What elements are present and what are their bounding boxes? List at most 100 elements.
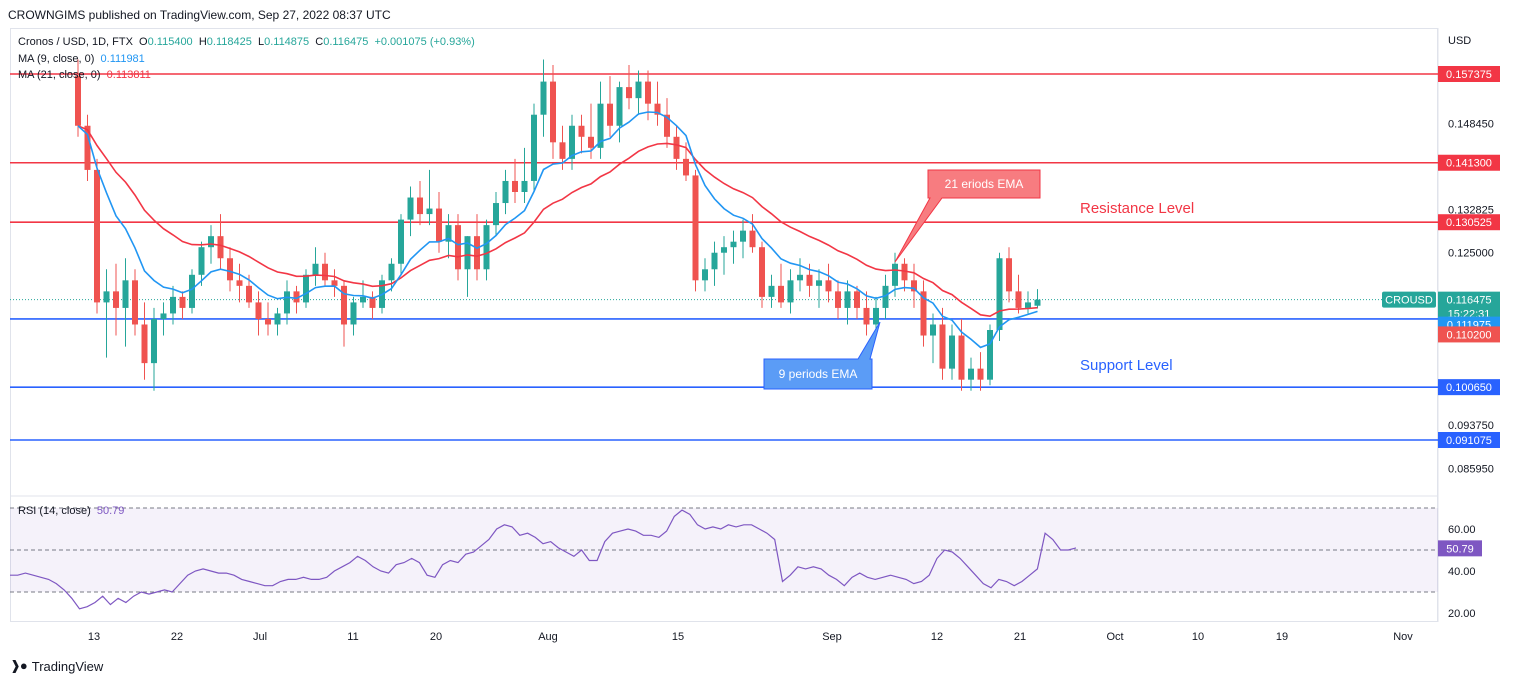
candle-body-63 (673, 136, 680, 159)
rsi-value-tag (1438, 540, 1482, 557)
legend-symbol: Cronos / USD, 1D, FTX (18, 36, 133, 48)
candle-body-75 (787, 280, 794, 303)
candle-body-44 (493, 203, 499, 226)
candle-body-81 (844, 291, 851, 308)
candle-body-83 (863, 307, 870, 325)
candle-body-6 (132, 280, 138, 325)
level-tag-5 (1438, 432, 1500, 448)
support-label: Support Level (1080, 357, 1173, 374)
candle-body-101 (1034, 299, 1041, 306)
time-axis-label-8: 12 (931, 631, 943, 643)
candle-body-70 (740, 230, 746, 242)
candle-body-79 (825, 280, 832, 292)
resistance-label: Resistance Level (1080, 200, 1194, 217)
rsi-axis-tick-0: 60.00 (1448, 524, 1476, 536)
candle-body-21 (274, 313, 281, 325)
price-axis-currency: USD (1448, 35, 1471, 47)
rsi-line (10, 509, 1077, 610)
time-axis-label-13: Nov (1393, 631, 1413, 643)
level-tag-4 (1438, 379, 1500, 396)
candle-body-72 (759, 247, 765, 297)
candle-body-95 (977, 368, 984, 380)
legend-low: 0.114875 (264, 36, 310, 48)
price-tag-value: 0.116475 (1446, 295, 1491, 307)
ema21-line (77, 125, 1038, 318)
candle-body-34 (398, 219, 404, 264)
price-axis-tick-1: 0.132825 (1448, 205, 1494, 217)
time-axis-label-12: 19 (1276, 631, 1288, 643)
candle-body-43 (483, 225, 490, 270)
legend-close: 0.116475 (323, 36, 369, 48)
candle-body-41 (464, 236, 471, 270)
candle-body-88 (911, 280, 917, 292)
candle-body-23 (293, 291, 300, 303)
footer-brand[interactable]: ❱● TradingView (10, 658, 103, 674)
candle-body-92 (949, 335, 955, 369)
candle-body-40 (455, 225, 461, 270)
price-axis-tick-3: 0.093750 (1448, 420, 1494, 432)
candle-body-27 (331, 280, 338, 286)
legend-close-label: C (315, 36, 324, 48)
candle-body-93 (958, 335, 965, 380)
time-axis-label-5: Aug (538, 631, 558, 643)
ema9-callout-box (763, 321, 881, 390)
candle-body-26 (322, 263, 328, 281)
level-tag-2 (1438, 214, 1500, 231)
candle-body-46 (512, 180, 518, 192)
time-axis-label-3: 11 (347, 631, 358, 643)
candle-body-80 (835, 291, 841, 308)
time-axis-label-9: 21 (1014, 631, 1026, 643)
price-axis-tick-4: 0.085950 (1448, 463, 1494, 475)
legend-open-label: O (139, 36, 148, 48)
candle-body-47 (521, 180, 528, 192)
candle-body-67 (711, 252, 718, 270)
candle-body-37 (426, 208, 433, 215)
candle-body-86 (892, 263, 898, 286)
ema-lines (77, 111, 1038, 349)
candle-body-8 (151, 318, 157, 364)
candle-body-98 (1006, 258, 1012, 292)
candle-body-78 (816, 280, 822, 286)
candle-body-7 (141, 324, 148, 364)
candle-body-14 (208, 236, 214, 248)
candle-body-45 (502, 180, 509, 204)
candle-body-13 (198, 247, 205, 275)
candle-body-74 (778, 285, 784, 303)
candle-body-56 (607, 103, 613, 126)
symbol-tag-label: CROUSD (1385, 295, 1433, 307)
candle-body-17 (236, 280, 243, 286)
candle-body-39 (445, 225, 452, 242)
candle-body-99 (1015, 291, 1022, 308)
candle-body-76 (797, 274, 803, 281)
level-tag-label-5: 0.091075 (1446, 435, 1492, 447)
candle-body-38 (436, 208, 442, 242)
rsi-pane (10, 507, 1438, 610)
candle-body-19 (255, 302, 262, 319)
candle-body-54 (588, 136, 594, 148)
candle-body-84 (873, 307, 879, 325)
level-tag-label-1: 0.141300 (1446, 158, 1492, 170)
legend-ma9-value: 0.111981 (100, 53, 145, 65)
candle-body-61 (654, 103, 661, 115)
candle-body-29 (350, 302, 357, 325)
candle-body-18 (246, 285, 252, 303)
candle-body-15 (217, 236, 224, 259)
level-tag-0 (1438, 66, 1500, 82)
legend-low-label: L (257, 36, 265, 48)
candle-body-16 (227, 258, 233, 281)
legend-rsi-label: RSI (14, close) (18, 505, 91, 517)
legend-ma9: MA (9, close, 0) 0.111981 (18, 53, 145, 65)
candle-body-100 (1025, 302, 1031, 308)
candle-body-68 (721, 247, 727, 253)
candle-body-5 (122, 280, 129, 308)
indicator-tag-label-1: 0.110200 (1446, 329, 1491, 341)
candle-body-89 (920, 291, 927, 336)
level-tag-1 (1438, 154, 1500, 171)
candle-body-50 (550, 81, 556, 143)
candle-body-91 (939, 324, 946, 369)
legend-ma9-label: MA (9, close, 0) (18, 53, 95, 65)
candle-body-20 (265, 318, 271, 325)
candle-body-2 (94, 169, 100, 303)
candle-body-31 (369, 296, 376, 308)
